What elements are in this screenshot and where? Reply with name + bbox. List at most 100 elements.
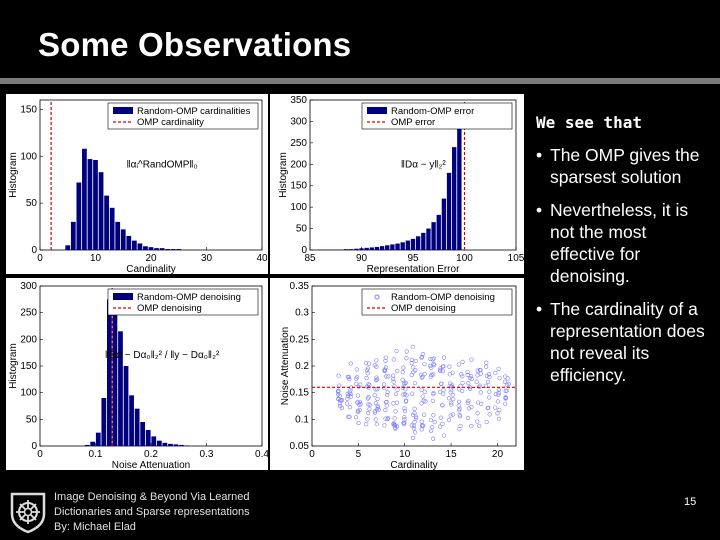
histogram-bar [84,444,90,446]
scatter-point [403,387,408,392]
histogram-bar [168,443,173,446]
footer-line: Dictionaries and Sparse representations [54,506,250,518]
scatter-point [460,388,465,394]
scatter-point [411,370,416,375]
scatter-point [401,420,406,425]
observations-list: We see that • The OMP gives the sparsest … [536,112,716,397]
x-axis-label: Noise Attenuation [112,460,190,470]
scatter-point [391,421,396,426]
y-tick-label: 150 [20,361,37,372]
y-tick-label: 50 [26,414,38,425]
scatter-point [428,417,434,423]
histogram-bar [385,245,390,250]
scatter-point [367,407,372,412]
scatter-point [374,364,379,369]
scatter-point [468,386,473,392]
scatter-point [430,425,435,430]
x-tick-label: 0.1 [89,449,103,460]
scatter-point [449,400,454,405]
x-tick-label: 20 [145,253,157,264]
cardinality-histogram-panel: 0 10 20 30 40 0 50 100 150 Candinality Histogram Ra… [6,94,268,274]
scatter-point [357,400,362,405]
scatter-point [419,401,424,406]
histogram-bar [179,444,184,446]
scatter-point [386,416,391,421]
scatter-point [497,376,502,381]
formula-annotation: ‖αᵢ^RandOMP‖₀ [127,160,198,171]
scatter-point [485,405,490,411]
histogram-bar [65,245,71,250]
scatter-point [372,409,377,414]
histogram-bar [90,441,96,446]
scatter-point [354,367,359,372]
histogram-bar [395,243,400,250]
scatter-point [438,389,443,395]
histogram-bar [76,182,82,250]
scatter-point [440,369,446,374]
histogram-bar [349,249,354,250]
x-tick-label: 0.2 [144,449,158,460]
legend-entry: Random-OMP denoising [137,292,241,303]
scatter-point [411,426,416,431]
title-divider [0,78,720,84]
histogram-bar [446,172,452,250]
histogram-bar [134,408,140,446]
scatter-point [365,371,370,376]
legend-entry: Random-OMP denoising [391,292,495,303]
scatter-point [487,412,492,417]
error-histogram: 85 90 95 100 105 0 50 100 150 200 250 300 350 Represe… [278,95,524,274]
scatter-point [375,377,380,382]
scatter-point [384,400,389,405]
scatter-point [475,419,480,424]
scatter-point [394,348,399,354]
scatter-point [496,366,501,371]
histogram-bar [87,159,93,250]
y-tick-label: 250 [290,138,307,149]
y-tick-label: 250 [20,308,37,319]
scatter-point [493,370,498,376]
scatter-point [383,416,388,421]
legend-entry: OMP cardinality [137,117,204,128]
scatter-point [449,402,454,407]
scatter-point [409,357,414,362]
x-tick-label: 0.3 [200,449,214,460]
legend-swatch [113,293,133,300]
histogram-bar [162,442,168,446]
histogram-bar [405,240,411,250]
scatter-point [404,356,409,361]
scatter-point [505,376,510,381]
formula-annotation: ‖Dα − Dα₀‖₂² / ‖y − Dα₀‖₂² [105,350,220,361]
scatter-point [465,400,470,405]
scatter-point [450,392,455,397]
y-tick-label: 0 [31,441,37,452]
scatter-point [437,424,443,429]
scatter-point [440,403,445,408]
scatter-point [430,357,435,362]
y-tick-label: 100 [290,202,307,213]
histogram-bar [143,246,148,250]
scatter-point [375,405,381,410]
scatter-point [394,400,400,405]
scatter-point [447,364,452,369]
scatter-point [475,373,480,378]
scatter-point [469,423,474,429]
scatter-point [382,368,387,373]
scatter-point [411,365,416,370]
x-tick-label: 85 [304,253,316,264]
scatter-point [382,382,387,387]
scatter-point [374,358,379,363]
scatter-point [487,395,492,400]
scatter-point [391,357,396,362]
scatter-point [428,428,434,434]
scatter-point [402,392,408,397]
histogram-bar [364,247,369,250]
scatter-point [375,396,380,401]
scatter-point [419,387,424,392]
histogram-bar [156,440,162,446]
scatter-point [373,417,378,422]
y-tick-label: 150 [20,104,37,115]
scatter-point [356,408,361,413]
scatter-point [348,361,353,366]
scatter-point [393,409,398,414]
scatter-point [410,391,415,396]
